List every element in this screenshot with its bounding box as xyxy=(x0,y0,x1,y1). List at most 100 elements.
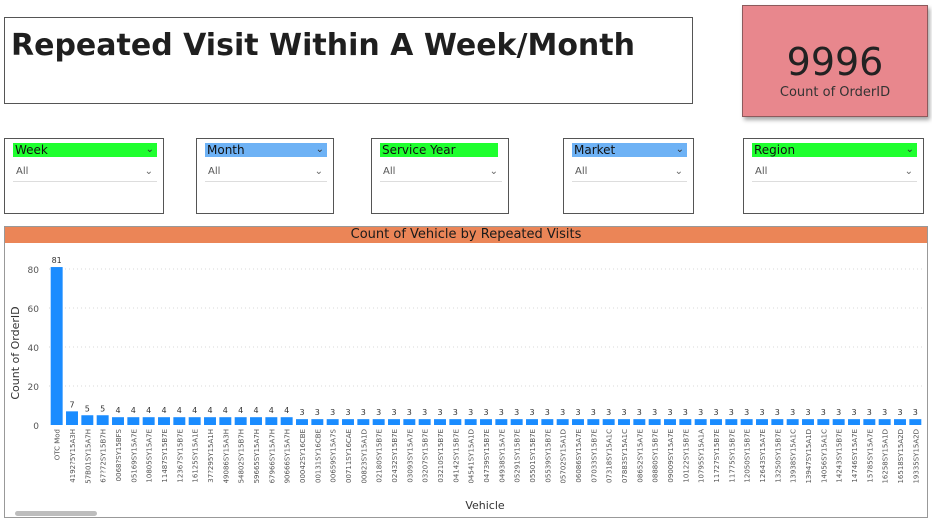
slicer-week-header[interactable]: Week ⌄ xyxy=(13,143,157,157)
data-label: 3 xyxy=(713,408,718,417)
chevron-down-icon[interactable]: ⌄ xyxy=(675,144,684,155)
slicer-region: Region ⌄ All ⌄ xyxy=(743,138,924,214)
x-tick-label: 04541SY15A1D xyxy=(468,429,476,484)
x-tick-label: 04938SY15A7E xyxy=(498,429,506,483)
chevron-down-icon[interactable]: ⌄ xyxy=(145,144,154,155)
chevron-down-icon[interactable]: ⌄ xyxy=(904,166,913,177)
data-label: 3 xyxy=(514,408,519,417)
x-tick-label: 57B01SY15A7H xyxy=(84,429,92,484)
data-label: 3 xyxy=(499,408,504,417)
data-label: 3 xyxy=(683,408,688,417)
data-label: 3 xyxy=(345,408,350,417)
slicer-service-year-dropdown[interactable]: All ⌄ xyxy=(380,163,502,182)
bar xyxy=(894,419,906,425)
data-label: 3 xyxy=(315,408,320,417)
data-label: 3 xyxy=(652,408,657,417)
bar xyxy=(602,419,615,425)
data-label: 3 xyxy=(821,408,826,417)
data-label: 3 xyxy=(667,408,672,417)
bar xyxy=(802,419,814,425)
x-tick-label: 04739SY15B7E xyxy=(483,429,491,483)
page-title: Repeated Visit Within A Week/Month xyxy=(11,28,635,63)
data-label: 3 xyxy=(575,408,580,417)
bar xyxy=(863,419,876,425)
slicer-week-value: All xyxy=(16,166,29,177)
x-tick-label: 08652SY15A7E xyxy=(636,429,644,483)
x-tick-label: 05291SY15B7E xyxy=(514,429,522,483)
data-label: 3 xyxy=(483,408,488,417)
x-tick-label: 67?72SY15B7H xyxy=(100,429,108,483)
bar xyxy=(664,419,676,425)
data-label: 4 xyxy=(269,406,274,415)
bar xyxy=(449,419,462,425)
bar xyxy=(526,419,538,425)
bar-chart-visual[interactable]: 0 20 40 60 80 Count of OrderID Vehicle 81 OTC Mo… xyxy=(4,226,928,518)
bar xyxy=(372,419,385,425)
x-tick-label: 02432SY15B7E xyxy=(391,429,399,483)
slicer-market-header[interactable]: Market ⌄ xyxy=(572,143,687,157)
x-tick-label: 49086SY15A3H xyxy=(222,429,230,483)
bar xyxy=(771,419,784,425)
slicer-market-label: Market xyxy=(574,143,616,157)
data-label: 4 xyxy=(115,406,120,415)
x-tick-label: 07883SY15A1C xyxy=(621,429,629,483)
data-label: 3 xyxy=(437,408,442,417)
data-label: 4 xyxy=(253,406,258,415)
data-label: 4 xyxy=(161,406,166,415)
y-tick-label: 0 xyxy=(33,422,39,432)
bar xyxy=(648,419,661,425)
x-tick-label: 12050SY15B7E xyxy=(744,429,752,483)
data-label: 4 xyxy=(177,406,182,415)
bar xyxy=(158,417,170,425)
chevron-down-icon[interactable]: ⌄ xyxy=(905,144,914,155)
chevron-down-icon[interactable]: ⌄ xyxy=(314,166,323,177)
slicer-month-dropdown[interactable]: All ⌄ xyxy=(205,163,327,182)
data-label: 3 xyxy=(391,408,396,417)
bar-chart: 0 20 40 60 80 Count of OrderID Vehicle 81 OTC Mo… xyxy=(9,256,923,512)
data-label: 5 xyxy=(85,404,90,413)
chevron-down-icon[interactable]: ⌄ xyxy=(144,166,153,177)
horizontal-scrollbar[interactable] xyxy=(15,511,97,516)
kpi-card[interactable]: 9996 Count of OrderID xyxy=(742,5,928,117)
y-tick-label: 20 xyxy=(28,383,40,393)
data-label: 3 xyxy=(836,408,841,417)
bar xyxy=(142,417,155,425)
x-tick-label: 05702SY15A1D xyxy=(560,429,568,484)
bar xyxy=(786,419,799,425)
slicer-market-dropdown[interactable]: All ⌄ xyxy=(572,163,687,182)
chevron-down-icon[interactable]: ⌄ xyxy=(489,166,498,177)
data-label: 3 xyxy=(805,408,810,417)
x-tick-label: 08880SY15B7E xyxy=(652,429,660,483)
chevron-down-icon[interactable]: ⌄ xyxy=(315,144,324,155)
bar xyxy=(173,417,186,425)
x-tick-label: 90666SY15A7H xyxy=(284,429,292,483)
x-tick-label: 13947SY15A1D xyxy=(805,429,813,484)
x-tick-label: 03210SY15B7E xyxy=(437,429,445,483)
data-label: 3 xyxy=(621,408,626,417)
x-tick-label: 19335SY15A2D xyxy=(912,429,920,484)
slicer-week-dropdown[interactable]: All ⌄ xyxy=(13,163,157,182)
slicer-region-dropdown[interactable]: All ⌄ xyxy=(752,163,917,182)
bar xyxy=(96,415,109,425)
x-tick-label: 10795SY15A1A xyxy=(698,429,706,483)
bar xyxy=(403,419,416,425)
chevron-down-icon[interactable]: ⌄ xyxy=(674,166,683,177)
x-tick-label: 09009SY15A7E xyxy=(667,429,675,483)
data-label: 4 xyxy=(284,406,289,415)
bar xyxy=(296,419,308,425)
data-label: 3 xyxy=(361,408,366,417)
x-tick-label: 10122SY15B7E xyxy=(682,429,690,483)
bar xyxy=(679,419,692,425)
slicer-month-header[interactable]: Month ⌄ xyxy=(205,143,327,157)
bar xyxy=(740,419,753,425)
slicer-service-year-header[interactable]: Service Year xyxy=(380,143,498,157)
x-axis-title: Vehicle xyxy=(465,499,505,512)
slicer-region-header[interactable]: Region ⌄ xyxy=(752,143,917,157)
slicer-week: Week ⌄ All ⌄ xyxy=(4,138,164,214)
x-tick-label: 10805SY15A7E xyxy=(146,429,154,483)
data-label: 3 xyxy=(545,408,550,417)
x-tick-label: 16518SY15A2D xyxy=(897,429,905,484)
bar xyxy=(418,419,431,425)
slicer-market-value: All xyxy=(575,166,588,177)
bar xyxy=(66,411,78,425)
